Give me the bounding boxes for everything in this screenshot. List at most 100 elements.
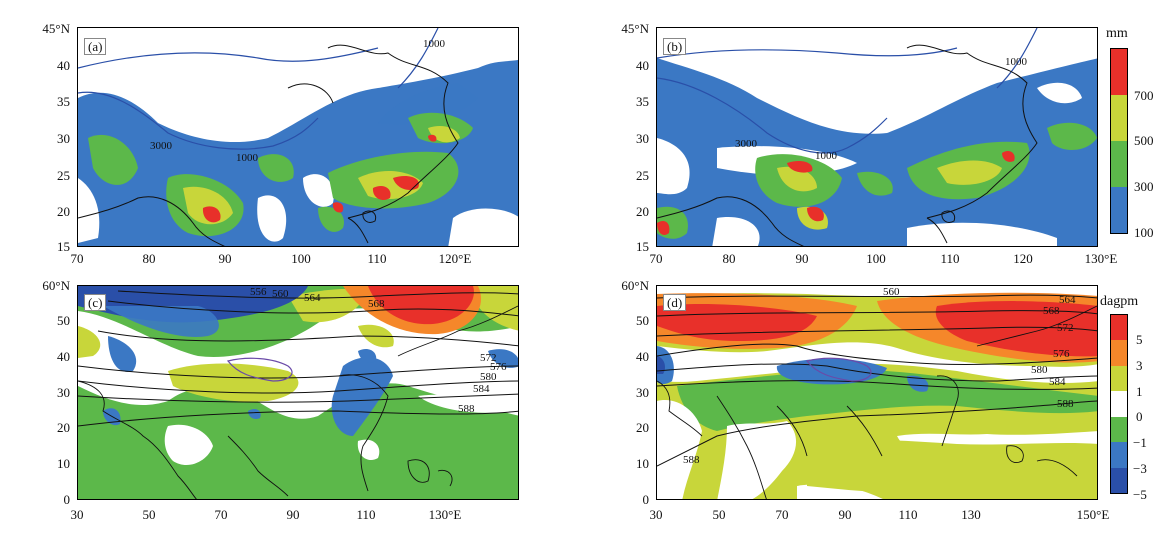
x-tick: 120 <box>1013 251 1033 266</box>
panel-d-height-field <box>657 286 1097 499</box>
y-tick: 15 <box>636 239 649 254</box>
contour-label: 3000 <box>150 140 172 152</box>
x-tick: 70 <box>70 251 84 266</box>
contour-label: 564 <box>1059 294 1076 306</box>
colorbar-segment <box>1111 340 1127 366</box>
y-tick: 40 <box>636 349 649 364</box>
y-tick: 10 <box>636 456 649 471</box>
contour-label: 588 <box>683 454 700 466</box>
colorbar-tick: −3 <box>1133 461 1147 476</box>
x-tick: 110 <box>898 507 918 522</box>
panel-d-map: (d) 560 564 568 572 576 580 584 588 588 <box>656 285 1098 500</box>
y-tick: 25 <box>57 168 70 183</box>
contour-label: 568 <box>1043 305 1060 317</box>
y-tick: 60°N <box>621 278 649 293</box>
colorbar-tick: 100 <box>1134 225 1154 240</box>
contour-label: 576 <box>1053 348 1070 360</box>
contour-label: 560 <box>883 286 900 298</box>
contour-label: 588 <box>1057 398 1074 410</box>
y-tick: 50 <box>636 313 649 328</box>
colorbar-segment <box>1111 315 1127 341</box>
contour-label: 1000 <box>423 38 445 50</box>
x-tick: 110 <box>356 507 376 522</box>
y-tick: 15 <box>57 239 70 254</box>
y-tick: 35 <box>57 94 70 109</box>
y-tick: 10 <box>57 456 70 471</box>
y-tick: 50 <box>57 313 70 328</box>
y-tick: 20 <box>636 204 649 219</box>
panel-b-map: (b) 3000 1000 1000 <box>656 27 1098 247</box>
colorbar-tick: 3 <box>1136 358 1143 373</box>
y-tick: 20 <box>57 420 70 435</box>
x-tick: 110 <box>367 251 387 266</box>
contour-label: 1000 <box>236 152 258 164</box>
colorbar-segment <box>1111 141 1127 187</box>
panel-c-height-field <box>78 286 518 499</box>
y-tick: 30 <box>57 385 70 400</box>
contour-label: 584 <box>1049 376 1066 388</box>
colorbar-precip-scale <box>1110 48 1128 234</box>
colorbar-segment <box>1111 49 1127 95</box>
y-tick: 0 <box>63 492 71 507</box>
x-tick: 110 <box>940 251 960 266</box>
panel-a-precip-field <box>78 28 518 246</box>
x-tick: 90 <box>795 251 809 266</box>
contour-label: 564 <box>304 292 321 304</box>
panel-b-precip-field <box>657 28 1097 246</box>
colorbar-segment <box>1111 391 1127 417</box>
x-tick: 70 <box>649 251 663 266</box>
colorbar-tick: −1 <box>1133 435 1147 450</box>
x-tick: 130°E <box>1084 251 1118 266</box>
x-tick: 50 <box>142 507 156 522</box>
x-tick: 130°E <box>428 507 462 522</box>
contour-label: 572 <box>480 352 497 364</box>
y-tick: 40 <box>57 349 70 364</box>
x-tick: 100 <box>291 251 311 266</box>
y-tick: 30 <box>636 131 649 146</box>
x-tick: 130 <box>961 507 981 522</box>
y-tick: 40 <box>636 58 649 73</box>
y-tick: 30 <box>57 131 70 146</box>
colorbar-height-scale <box>1110 314 1128 494</box>
colorbar-segment <box>1111 187 1127 233</box>
colorbar-segment <box>1111 467 1127 493</box>
contour-label: 1000 <box>1005 56 1027 68</box>
y-tick: 35 <box>636 94 649 109</box>
x-tick: 80 <box>142 251 156 266</box>
y-tick: 30 <box>636 385 649 400</box>
y-tick: 45°N <box>621 21 649 36</box>
y-tick: 0 <box>642 492 650 507</box>
x-tick: 80 <box>722 251 736 266</box>
panel-a-map: (a) 3000 1000 1000 <box>77 27 519 247</box>
contour-label: 572 <box>1057 322 1074 334</box>
colorbar-segment <box>1111 416 1127 443</box>
colorbar-tick: 700 <box>1134 88 1154 103</box>
contour-label: 3000 <box>735 138 757 150</box>
y-tick: 25 <box>636 168 649 183</box>
y-tick: 20 <box>636 420 649 435</box>
x-tick: 120°E <box>438 251 472 266</box>
x-tick: 30 <box>649 507 663 522</box>
contour-label: 1000 <box>815 150 837 162</box>
contour-label: 588 <box>458 403 475 415</box>
colorbar-height-unit: dagpm <box>1100 294 1139 309</box>
x-tick: 90 <box>838 507 852 522</box>
colorbar-tick: 300 <box>1134 179 1154 194</box>
contour-label: 568 <box>368 298 385 310</box>
x-tick: 100 <box>866 251 886 266</box>
x-tick: 70 <box>214 507 228 522</box>
panel-b-label: (b) <box>663 38 687 55</box>
panel-c-label: (c) <box>84 294 107 311</box>
contour-label: 580 <box>480 371 497 383</box>
y-tick: 60°N <box>42 278 70 293</box>
y-tick: 20 <box>57 204 70 219</box>
x-tick: 90 <box>286 507 300 522</box>
contour-label: 580 <box>1031 364 1048 376</box>
panel-c-map: (c) 556 560 564 568 572 576 580 584 588 <box>77 285 519 500</box>
contour-label: 576 <box>490 361 507 373</box>
x-tick: 70 <box>775 507 789 522</box>
colorbar-tick: −5 <box>1133 487 1147 502</box>
x-tick: 90 <box>218 251 232 266</box>
colorbar-tick: 0 <box>1136 409 1143 424</box>
